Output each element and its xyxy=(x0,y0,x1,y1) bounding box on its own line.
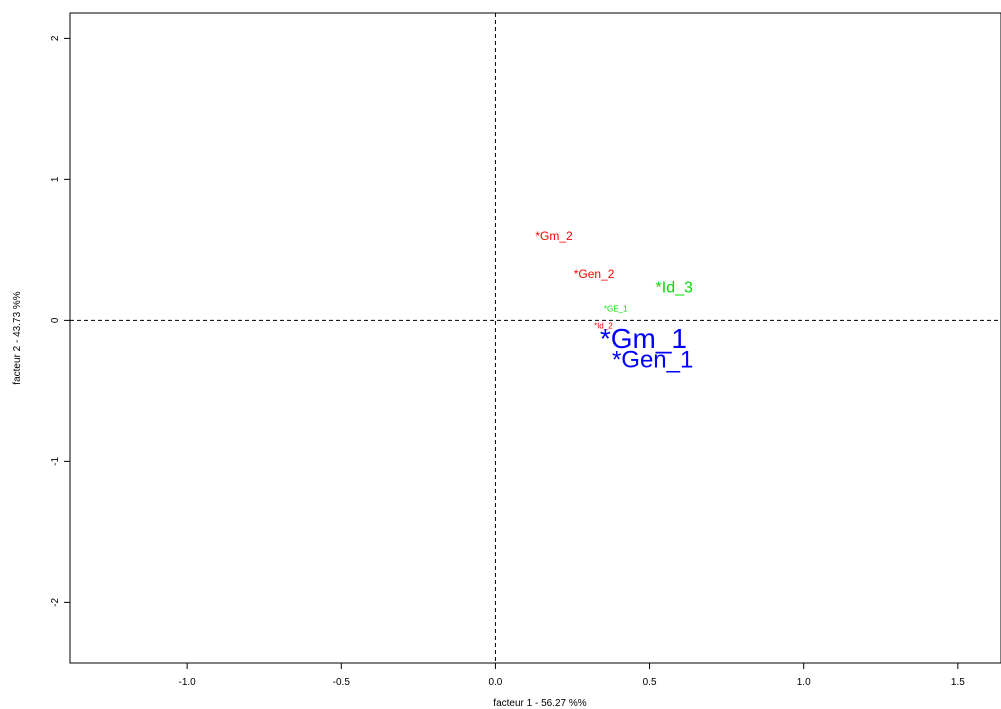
point-label: *Id_3 xyxy=(656,279,693,296)
y-tick-label: 2 xyxy=(50,35,61,41)
x-tick-label: -1.0 xyxy=(179,677,197,688)
x-axis-ticks: -1.0 -0.5 0.0 0.5 1.0 1.5 xyxy=(179,663,965,688)
plot-frame xyxy=(69,12,1001,664)
y-axis-title: facteur 2 - 43.73 %% xyxy=(12,291,23,384)
point-label: *Gm_1 xyxy=(600,323,687,354)
point-label: *Gm_2 xyxy=(535,229,573,243)
point-labels: *Gm_2 *Gen_2 *Id_3 *GE_1 *Id_2*Gm_1*Gen_1 xyxy=(535,229,693,374)
y-tick-label: -1 xyxy=(50,456,61,465)
x-tick-label: -0.5 xyxy=(333,677,351,688)
x-tick-label: 0.5 xyxy=(643,677,657,688)
point-label: *Gen_1 xyxy=(612,346,693,373)
x-axis-title: facteur 1 - 56.27 %% xyxy=(493,698,586,709)
y-axis-ticks: -2 -1 0 1 2 xyxy=(50,35,70,607)
y-tick-label: -2 xyxy=(50,597,61,606)
point-label: *Gen_2 xyxy=(574,267,615,281)
x-tick-label: 0.0 xyxy=(488,677,502,688)
x-tick-label: 1.5 xyxy=(951,677,965,688)
y-tick-label: 0 xyxy=(50,317,61,323)
point-label: *Id_2 xyxy=(594,322,613,331)
y-tick-label: 1 xyxy=(50,176,61,182)
point-label: *GE_1 xyxy=(604,305,628,314)
x-tick-label: 1.0 xyxy=(797,677,811,688)
